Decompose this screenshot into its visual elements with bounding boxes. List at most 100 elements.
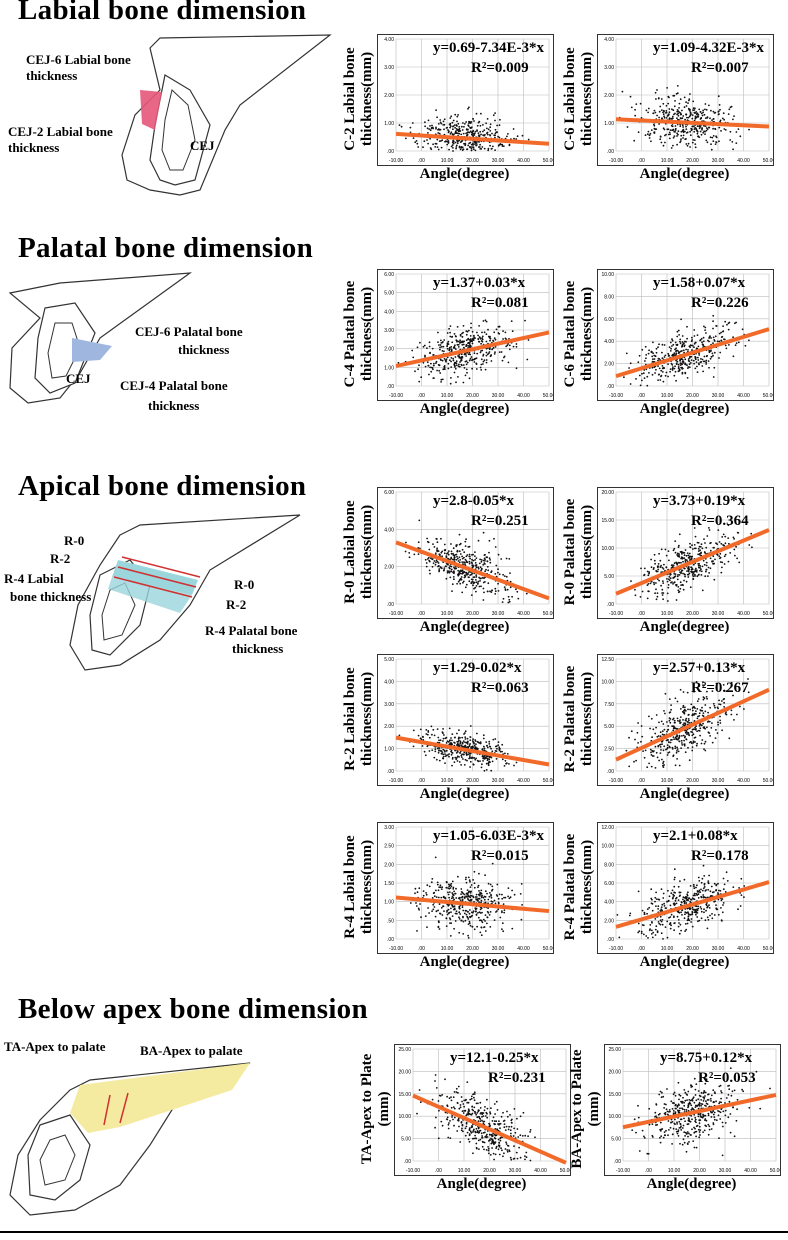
- scatter-point: [467, 923, 470, 925]
- scatter-point: [700, 112, 703, 115]
- r-squared: R²=0.081: [471, 295, 529, 311]
- scatter-point: [461, 146, 464, 149]
- scatter-point: [658, 579, 660, 582]
- scatter-point: [710, 885, 713, 888]
- scatter-point: [715, 135, 717, 138]
- scatter-point: [506, 588, 509, 591]
- scatter-point: [703, 748, 705, 750]
- scatter-point: [468, 920, 471, 923]
- scatter-point: [470, 322, 472, 325]
- scatter-point: [697, 893, 700, 896]
- scatter-point: [721, 335, 724, 338]
- scatter-point: [629, 383, 632, 385]
- scatter-point: [719, 351, 722, 354]
- scatter-point: [494, 119, 496, 122]
- scatter-point: [469, 574, 471, 576]
- scatter-point: [452, 571, 454, 573]
- scatter-point: [693, 362, 695, 365]
- scatter-point: [467, 144, 470, 147]
- scatter-point: [695, 710, 697, 712]
- scatter-point: [488, 539, 491, 542]
- scatter-point: [674, 551, 677, 554]
- scatter-point: [686, 922, 689, 925]
- scatter-point: [465, 1114, 468, 1117]
- apical-tooth-diagram: R-0 R-2 R-4 Labial bone thickness R-0 R-…: [0, 505, 340, 675]
- scatter-point: [702, 681, 704, 684]
- scatter-point: [470, 326, 472, 329]
- scatter-point: [464, 741, 466, 744]
- scatter-point: [715, 325, 717, 327]
- y-tick-label: 3.00: [384, 702, 394, 708]
- scatter-point: [514, 1131, 517, 1134]
- scatter-point: [677, 363, 680, 366]
- scatter-point: [465, 895, 467, 897]
- regression-line: [395, 735, 550, 767]
- scatter-point: [634, 114, 637, 117]
- x-tick-label: -10.00: [609, 158, 623, 164]
- scatter-point: [635, 103, 638, 105]
- scatter-point: [463, 125, 465, 128]
- scatter-point: [468, 106, 470, 109]
- scatter-point: [504, 588, 507, 590]
- scatter-point: [438, 759, 441, 762]
- scatter-point: [662, 102, 665, 105]
- scatter-point: [679, 364, 682, 366]
- scatter-point: [676, 330, 679, 333]
- scatter-point: [651, 909, 654, 912]
- x-tick-label: 30.00: [492, 393, 505, 399]
- x-axis-label: Angle(degree): [419, 166, 510, 182]
- scatter-point: [653, 366, 656, 369]
- scatter-point: [481, 1140, 484, 1143]
- x-axis-label: Angle(degree): [639, 619, 730, 635]
- scatter-point: [662, 723, 665, 725]
- scatter-point: [415, 905, 418, 907]
- scatter-point: [677, 112, 679, 115]
- r-squared: R²=0.009: [471, 60, 529, 76]
- scatter-point: [521, 904, 523, 906]
- scatter-point: [678, 369, 681, 371]
- scatter-point: [674, 899, 677, 902]
- scatter-point: [682, 588, 685, 591]
- y-tick-label: 20.00: [608, 1069, 621, 1075]
- scatter-point: [493, 331, 496, 334]
- scatter-point: [446, 563, 448, 565]
- scatter-point: [639, 102, 642, 105]
- scatter-point: [426, 127, 429, 130]
- scatter-point: [722, 904, 724, 906]
- scatter-point: [682, 691, 685, 693]
- scatter-point: [679, 113, 682, 116]
- scatter-point: [447, 362, 450, 365]
- scatter-point: [476, 925, 478, 928]
- scatter-point: [485, 769, 488, 771]
- scatter-point: [435, 1116, 437, 1119]
- scatter-point: [701, 877, 704, 880]
- scatter-point: [677, 885, 680, 888]
- scatter-point: [502, 1155, 504, 1158]
- scatter-point: [497, 325, 500, 328]
- scatter-point: [500, 1147, 502, 1150]
- scatter-point: [691, 734, 694, 737]
- scatter-point: [432, 364, 435, 367]
- scatter-point: [661, 918, 664, 921]
- scatter-point: [426, 537, 428, 540]
- scatter-point: [499, 118, 501, 121]
- scatter-point: [710, 148, 713, 151]
- scatter-point: [474, 562, 477, 564]
- scatter-point: [451, 904, 454, 907]
- scatter-point: [672, 895, 675, 897]
- scatter-point: [458, 570, 461, 573]
- scatter-point: [450, 115, 453, 118]
- scatter-point: [643, 911, 646, 914]
- scatter-point: [704, 740, 707, 743]
- scatter-point: [459, 356, 462, 359]
- scatter-point: [489, 144, 491, 147]
- scatter-point: [462, 758, 464, 760]
- scatter-point: [708, 720, 711, 723]
- scatter-point: [488, 895, 491, 898]
- y-tick-label: 2.00: [384, 565, 394, 571]
- scatter-point: [727, 113, 730, 115]
- scatter-point: [465, 909, 468, 912]
- x-tick-label: 20.00: [686, 393, 699, 399]
- scatter-point: [743, 885, 746, 887]
- scatter-point: [674, 365, 676, 368]
